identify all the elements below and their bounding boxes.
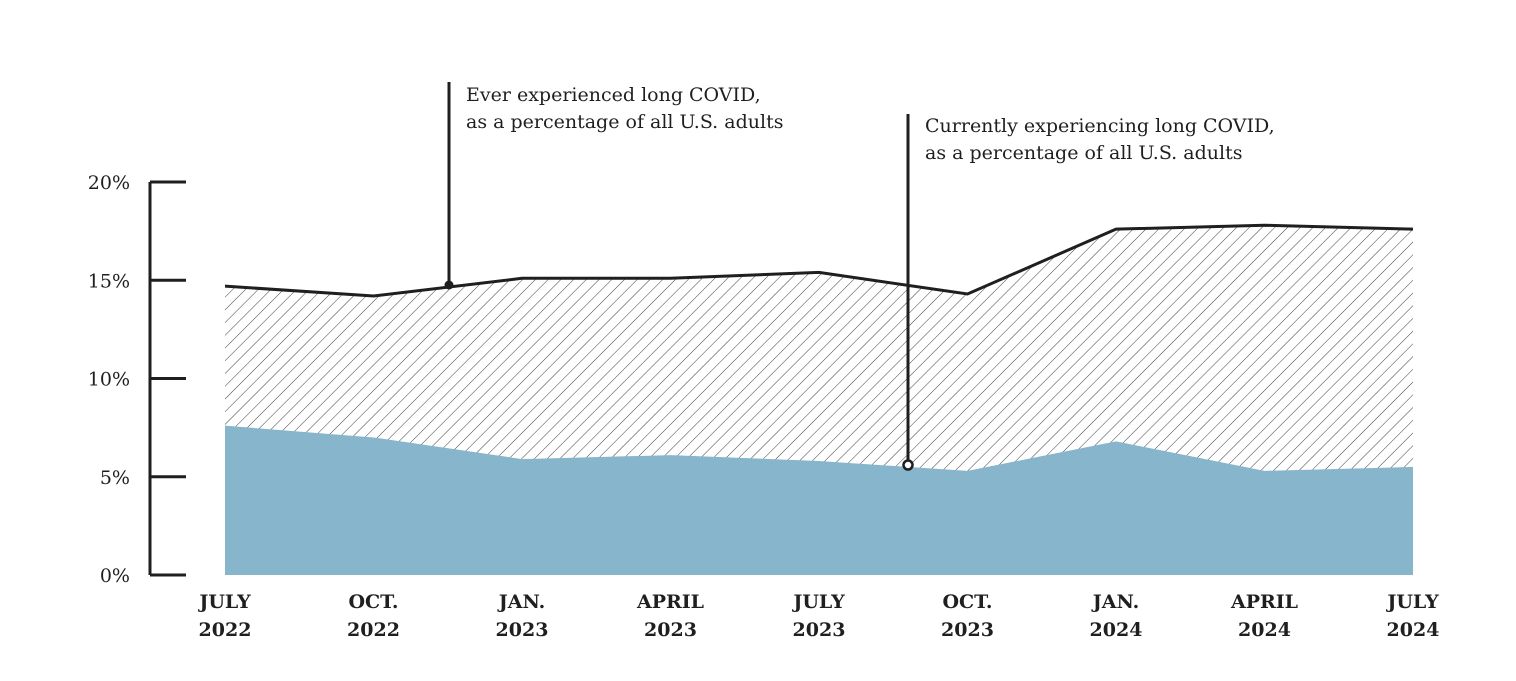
current-annotation-line-1: Currently experiencing long COVID, bbox=[925, 115, 1275, 137]
y-tick-label: 10% bbox=[88, 369, 130, 391]
ever-annotation-marker bbox=[444, 280, 454, 290]
x-tick-label-year: 2023 bbox=[941, 619, 994, 641]
x-tick-label-month: JAN. bbox=[497, 591, 546, 613]
x-tick-label-month: APRIL bbox=[1230, 591, 1298, 613]
current-annotation-line-2: as a percentage of all U.S. adults bbox=[925, 142, 1242, 164]
x-tick-label-year: 2022 bbox=[347, 619, 400, 641]
x-tick-label-month: JAN. bbox=[1091, 591, 1140, 613]
x-tick-label-month: JULY bbox=[197, 591, 251, 613]
x-tick-label-month: JULY bbox=[1385, 591, 1439, 613]
x-axis-labels: JULY 2022 OCT. 2022 JAN. 2023 APRIL 2023 JULY 202… bbox=[197, 591, 1439, 641]
y-tick-label: 15% bbox=[88, 270, 130, 292]
x-tick-label-month: OCT. bbox=[349, 591, 399, 613]
x-tick-label-year: 2022 bbox=[199, 619, 252, 641]
x-tick-label-year: 2024 bbox=[1387, 619, 1440, 641]
ever-experienced-line bbox=[224, 223, 1414, 298]
x-tick-label-year: 2024 bbox=[1090, 619, 1143, 641]
ever-annotation-line-1: Ever experienced long COVID, bbox=[466, 84, 761, 106]
x-tick-label-year: 2023 bbox=[793, 619, 846, 641]
x-tick-label-year: 2023 bbox=[496, 619, 549, 641]
current-annotation-marker bbox=[902, 459, 914, 471]
x-tick-label-year: 2024 bbox=[1238, 619, 1291, 641]
ever-annotation-line-2: as a percentage of all U.S. adults bbox=[466, 111, 783, 133]
x-tick-label-month: OCT. bbox=[943, 591, 993, 613]
currently-experiencing-area bbox=[225, 425, 1413, 575]
x-tick-label-month: JULY bbox=[791, 591, 845, 613]
y-tick-label: 5% bbox=[100, 467, 130, 489]
y-tick-label: 0% bbox=[100, 565, 130, 587]
y-tick-label: 20% bbox=[88, 172, 130, 194]
x-tick-label-month: APRIL bbox=[636, 591, 704, 613]
x-tick-label-year: 2023 bbox=[644, 619, 697, 641]
y-axis-ticks: 0% 5% 10% 15% 20% bbox=[88, 172, 186, 587]
